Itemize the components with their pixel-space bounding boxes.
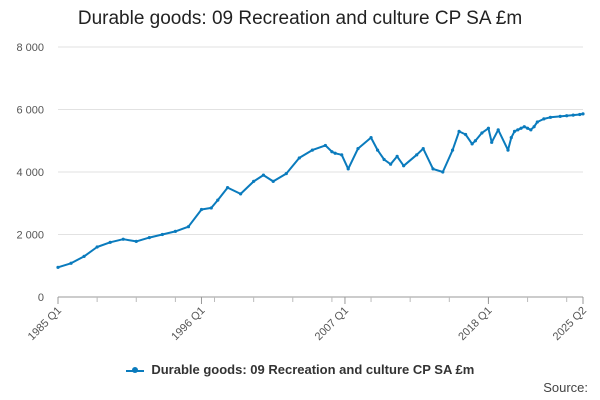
x-tick-label: 1996 Q1 xyxy=(169,305,207,343)
data-point xyxy=(532,125,536,129)
data-point xyxy=(395,154,399,158)
data-point xyxy=(333,151,337,155)
x-tick-label: 2018 Q1 xyxy=(456,305,494,343)
data-point xyxy=(69,261,73,265)
data-point xyxy=(558,114,562,118)
data-point xyxy=(542,117,546,121)
data-point xyxy=(512,129,517,133)
data-point xyxy=(82,254,86,258)
data-point xyxy=(216,198,220,202)
data-point xyxy=(470,142,474,146)
data-point xyxy=(330,150,334,154)
data-point xyxy=(506,148,510,152)
chart-title: Durable goods: 09 Recreation and culture… xyxy=(77,8,523,29)
data-point xyxy=(402,164,406,168)
data-point xyxy=(525,126,530,130)
legend-label: Durable goods: 09 Recreation and culture… xyxy=(151,362,475,377)
data-point xyxy=(252,179,256,183)
x-tick-label: 2007 Q1 xyxy=(313,305,351,343)
data-point xyxy=(415,153,419,157)
data-point xyxy=(160,232,164,237)
series-line xyxy=(57,112,584,269)
data-point xyxy=(323,143,327,148)
data-point xyxy=(529,128,533,132)
data-point xyxy=(382,157,386,162)
legend[interactable]: Durable goods: 09 Recreation and culture… xyxy=(0,362,600,377)
data-point xyxy=(522,125,526,129)
data-point xyxy=(421,146,425,151)
gridlines xyxy=(58,46,583,235)
y-tick-label: 6 000 xyxy=(16,105,44,117)
data-point xyxy=(261,173,266,177)
data-point xyxy=(199,207,204,212)
y-tick-label: 4 000 xyxy=(16,167,44,179)
data-point xyxy=(95,245,99,249)
data-point xyxy=(239,192,243,196)
data-point xyxy=(108,240,112,244)
data-point xyxy=(369,136,373,140)
data-point xyxy=(173,229,177,233)
data-point xyxy=(121,237,125,241)
data-point xyxy=(389,162,393,166)
data-point xyxy=(356,146,360,151)
data-point xyxy=(496,128,500,132)
y-axis-tick-labels: 0 2 000 4 000 6 000 8 000 xyxy=(16,42,44,304)
data-point xyxy=(297,156,301,160)
data-point xyxy=(284,171,288,176)
data-point xyxy=(565,114,569,118)
x-axis-tick-labels: 1985 Q1 1996 Q1 2007 Q1 2018 Q1 2025 Q2 xyxy=(26,305,589,343)
data-point xyxy=(56,265,60,269)
data-point xyxy=(548,115,552,119)
data-point xyxy=(473,139,477,143)
data-point xyxy=(464,132,468,137)
x-tick-label: 1985 Q1 xyxy=(26,305,64,343)
y-tick-label: 0 xyxy=(38,292,44,304)
data-point xyxy=(571,113,575,117)
data-point xyxy=(346,167,350,171)
data-point xyxy=(450,148,455,152)
data-point xyxy=(535,120,539,124)
series-layer xyxy=(56,112,585,269)
axes xyxy=(57,296,584,304)
data-point xyxy=(457,129,461,133)
data-point xyxy=(581,112,585,116)
data-point xyxy=(486,126,491,130)
data-point xyxy=(516,128,520,132)
data-point xyxy=(134,239,138,243)
legend-swatch-icon xyxy=(125,366,144,373)
data-point xyxy=(225,186,230,190)
data-point xyxy=(186,225,191,229)
data-point xyxy=(271,179,275,183)
data-point xyxy=(375,148,380,152)
x-tick-label: 2025 Q2 xyxy=(551,305,589,343)
data-point xyxy=(431,167,435,171)
data-point xyxy=(147,236,151,240)
data-point xyxy=(519,126,523,130)
data-point xyxy=(480,131,484,135)
data-point xyxy=(340,153,344,157)
source-label: Source: xyxy=(543,380,588,395)
data-point xyxy=(509,136,513,140)
data-point xyxy=(441,170,445,174)
data-point xyxy=(578,112,582,117)
y-tick-label: 8 000 xyxy=(16,42,44,54)
data-point xyxy=(310,148,314,152)
data-point xyxy=(209,206,213,210)
data-point xyxy=(490,140,494,144)
y-tick-label: 2 000 xyxy=(16,230,44,242)
